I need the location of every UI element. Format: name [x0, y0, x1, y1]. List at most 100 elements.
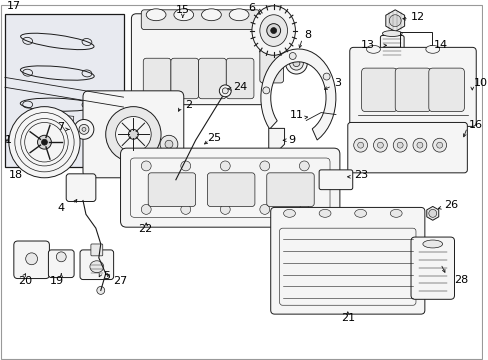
- Circle shape: [97, 287, 104, 294]
- Circle shape: [141, 161, 151, 171]
- Polygon shape: [268, 129, 284, 154]
- Polygon shape: [385, 10, 404, 32]
- Bar: [82, 114, 103, 136]
- Ellipse shape: [389, 210, 401, 217]
- FancyBboxPatch shape: [121, 148, 339, 227]
- Circle shape: [164, 140, 173, 148]
- Ellipse shape: [146, 9, 165, 21]
- Ellipse shape: [319, 210, 330, 217]
- Circle shape: [219, 85, 231, 97]
- Circle shape: [220, 161, 230, 171]
- Ellipse shape: [174, 9, 193, 21]
- FancyBboxPatch shape: [319, 170, 352, 190]
- Ellipse shape: [422, 240, 442, 248]
- Circle shape: [160, 135, 178, 153]
- Ellipse shape: [201, 9, 221, 21]
- Ellipse shape: [259, 15, 287, 46]
- FancyBboxPatch shape: [80, 250, 113, 280]
- Ellipse shape: [292, 60, 299, 67]
- Circle shape: [299, 161, 308, 171]
- Circle shape: [392, 138, 406, 152]
- Ellipse shape: [90, 261, 103, 273]
- FancyBboxPatch shape: [148, 173, 195, 206]
- Text: 4: 4: [58, 203, 65, 213]
- Circle shape: [428, 210, 436, 217]
- Text: 23: 23: [353, 170, 367, 180]
- FancyBboxPatch shape: [380, 36, 403, 59]
- Circle shape: [56, 252, 66, 262]
- FancyBboxPatch shape: [207, 173, 254, 206]
- Ellipse shape: [425, 45, 439, 53]
- Ellipse shape: [382, 31, 401, 36]
- Ellipse shape: [283, 210, 295, 217]
- Text: 25: 25: [207, 133, 221, 143]
- Circle shape: [82, 127, 86, 131]
- FancyBboxPatch shape: [266, 173, 314, 206]
- Text: 26: 26: [444, 201, 458, 211]
- Ellipse shape: [366, 45, 380, 53]
- Circle shape: [323, 73, 329, 80]
- Circle shape: [115, 117, 151, 152]
- Circle shape: [9, 107, 80, 178]
- Text: 5: 5: [102, 271, 109, 280]
- Text: 13: 13: [360, 40, 374, 50]
- Bar: [5, 14, 123, 167]
- Circle shape: [436, 142, 442, 148]
- Circle shape: [270, 28, 276, 33]
- Text: 3: 3: [333, 78, 340, 88]
- Circle shape: [38, 135, 51, 149]
- FancyBboxPatch shape: [349, 48, 475, 126]
- Circle shape: [74, 120, 94, 139]
- Circle shape: [181, 161, 190, 171]
- FancyBboxPatch shape: [14, 241, 49, 279]
- Text: 11: 11: [290, 109, 304, 120]
- Circle shape: [432, 138, 446, 152]
- Bar: [22, 114, 44, 136]
- Text: 27: 27: [112, 275, 126, 285]
- Text: 1: 1: [5, 135, 12, 145]
- Text: 10: 10: [473, 78, 487, 88]
- FancyBboxPatch shape: [171, 58, 198, 99]
- Text: 19: 19: [50, 275, 64, 285]
- Text: 12: 12: [410, 12, 424, 22]
- Text: 2: 2: [184, 100, 191, 110]
- Ellipse shape: [229, 9, 248, 21]
- Polygon shape: [261, 49, 335, 140]
- Bar: [399, 32, 431, 63]
- FancyBboxPatch shape: [270, 207, 424, 314]
- Circle shape: [222, 88, 228, 94]
- Circle shape: [141, 204, 151, 214]
- Circle shape: [416, 142, 422, 148]
- Ellipse shape: [285, 52, 306, 74]
- Ellipse shape: [251, 6, 295, 55]
- FancyBboxPatch shape: [91, 244, 102, 256]
- Circle shape: [412, 138, 426, 152]
- Text: 9: 9: [288, 135, 295, 145]
- Circle shape: [353, 138, 367, 152]
- Circle shape: [259, 204, 269, 214]
- Text: 20: 20: [18, 275, 32, 285]
- FancyBboxPatch shape: [198, 58, 226, 99]
- FancyBboxPatch shape: [361, 68, 396, 112]
- FancyBboxPatch shape: [226, 58, 253, 99]
- Circle shape: [105, 107, 161, 162]
- Circle shape: [262, 87, 269, 94]
- Text: 15: 15: [175, 5, 189, 15]
- Text: 8: 8: [304, 31, 311, 40]
- FancyBboxPatch shape: [141, 10, 259, 30]
- Text: 7: 7: [57, 122, 64, 132]
- FancyBboxPatch shape: [131, 14, 269, 105]
- Circle shape: [220, 204, 230, 214]
- Ellipse shape: [382, 58, 401, 64]
- FancyBboxPatch shape: [66, 174, 96, 202]
- FancyBboxPatch shape: [347, 122, 467, 173]
- Circle shape: [259, 161, 269, 171]
- Text: 17: 17: [7, 1, 21, 11]
- Circle shape: [289, 53, 296, 59]
- Text: 6: 6: [248, 3, 255, 13]
- Circle shape: [26, 253, 38, 265]
- Polygon shape: [426, 206, 438, 220]
- Text: 24: 24: [233, 82, 247, 92]
- FancyBboxPatch shape: [259, 40, 283, 83]
- FancyBboxPatch shape: [83, 91, 183, 178]
